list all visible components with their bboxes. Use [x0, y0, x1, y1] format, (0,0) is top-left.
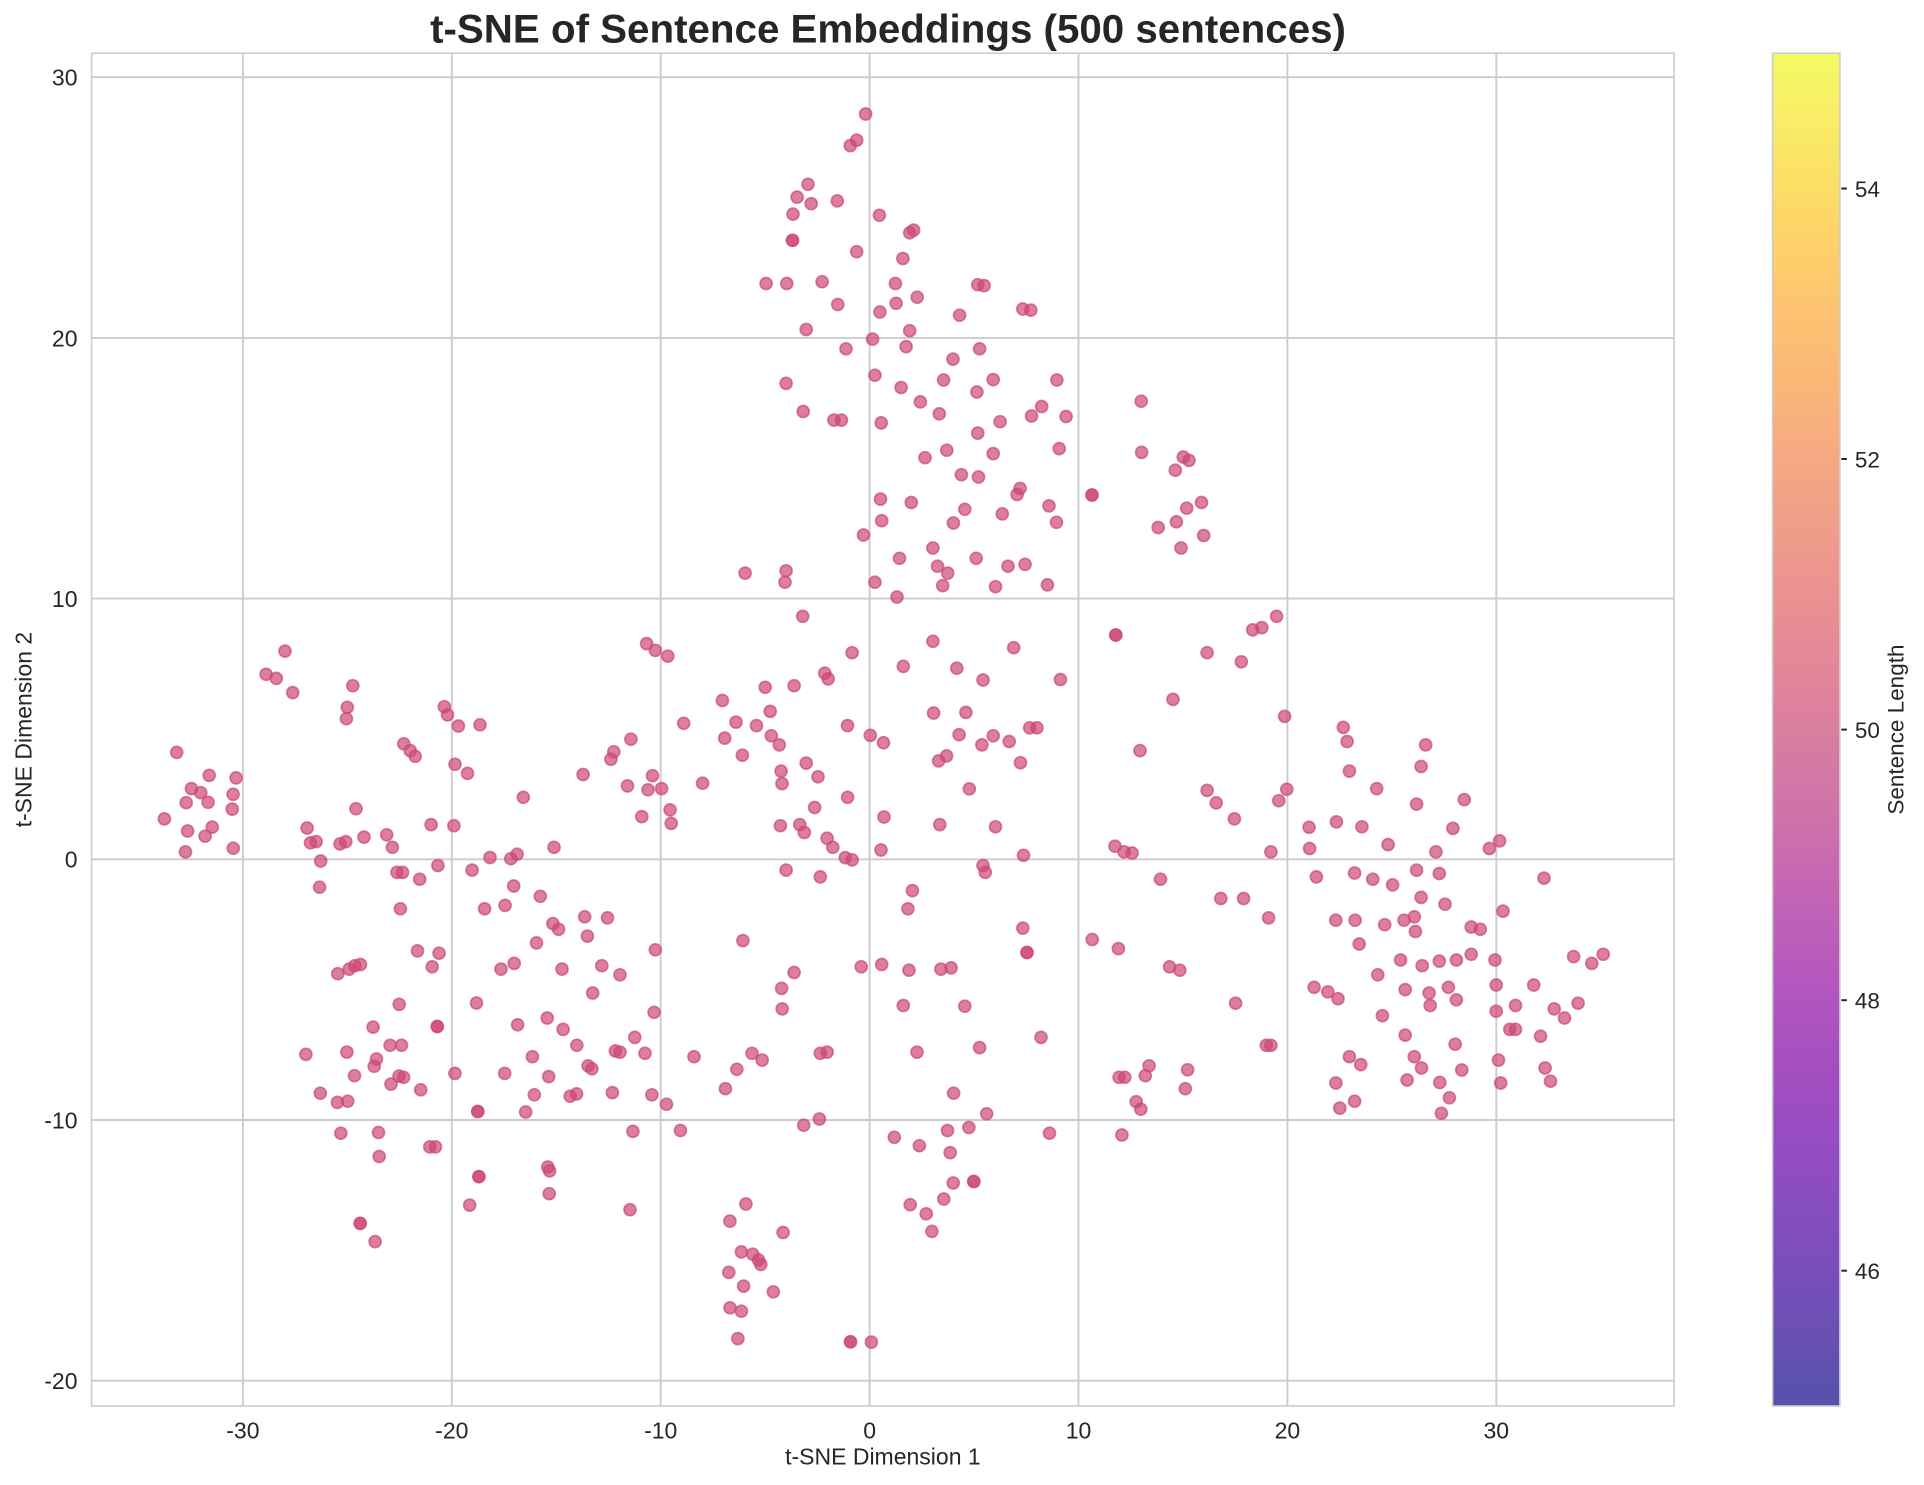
- svg-text:t-SNE of Sentence Embeddings (: t-SNE of Sentence Embeddings (500 senten…: [430, 7, 1346, 52]
- svg-text:-30: -30: [226, 1418, 259, 1444]
- svg-text:-20: -20: [44, 1368, 77, 1394]
- svg-text:20: 20: [1275, 1418, 1301, 1444]
- svg-text:46: 46: [1855, 1259, 1880, 1284]
- svg-text:-20: -20: [435, 1418, 468, 1444]
- svg-text:10: 10: [1066, 1418, 1092, 1444]
- svg-text:0: 0: [65, 847, 78, 873]
- svg-text:52: 52: [1855, 447, 1880, 472]
- svg-text:Sentence Length: Sentence Length: [1884, 645, 1909, 815]
- svg-text:30: 30: [52, 65, 78, 91]
- svg-text:t-SNE Dimension 2: t-SNE Dimension 2: [11, 632, 37, 828]
- svg-text:10: 10: [52, 586, 78, 612]
- svg-text:50: 50: [1855, 718, 1880, 743]
- svg-text:t-SNE Dimension 1: t-SNE Dimension 1: [785, 1444, 981, 1470]
- svg-text:20: 20: [52, 325, 78, 351]
- svg-text:0: 0: [863, 1418, 876, 1444]
- svg-text:-10: -10: [44, 1107, 77, 1133]
- svg-text:54: 54: [1855, 177, 1880, 202]
- svg-text:-10: -10: [644, 1418, 677, 1444]
- svg-text:48: 48: [1855, 989, 1880, 1014]
- svg-text:30: 30: [1484, 1418, 1510, 1444]
